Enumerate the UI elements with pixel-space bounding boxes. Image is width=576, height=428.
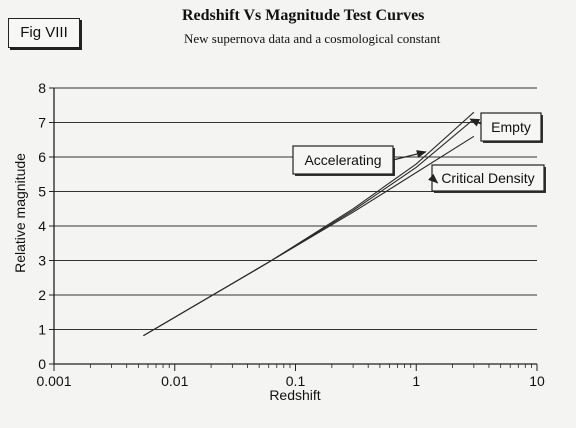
x-tick-label: 0.1	[286, 373, 306, 389]
x-tick-label: 0.001	[36, 373, 71, 389]
annotation-label: Empty	[491, 119, 531, 135]
annotation-label: Critical Density	[441, 170, 534, 186]
annotation-box	[292, 145, 394, 175]
annotation-box	[431, 164, 545, 192]
annotation-label: Accelerating	[304, 152, 381, 168]
y-tick-label: 6	[38, 149, 46, 165]
y-tick-label: 2	[38, 287, 46, 303]
annotation-critical-density: Critical Density	[428, 164, 546, 193]
x-tick-label: 10	[529, 373, 545, 389]
y-tick-label: 1	[38, 322, 46, 338]
annotation-empty: Empty	[469, 112, 543, 143]
axes	[49, 87, 538, 371]
y-tick-label: 8	[38, 80, 46, 96]
y-tick-label: 0	[38, 356, 46, 372]
annotation-box	[480, 112, 542, 142]
chart-title: Redshift Vs Magnitude Test Curves	[182, 7, 425, 24]
y-tick-label: 5	[38, 184, 46, 200]
y-axis-label: Relative magnitude	[12, 153, 28, 273]
x-tick-label: 0.01	[161, 373, 188, 389]
x-axis-label: Redshift	[269, 387, 320, 403]
x-tick-label: 1	[412, 373, 420, 389]
annotation-arrow	[392, 150, 427, 161]
annotations: Empty Accelerating Critical Density	[292, 112, 546, 193]
series-lines	[143, 111, 475, 337]
y-tick-label: 7	[38, 115, 46, 131]
annotation-arrow	[469, 118, 482, 127]
tick-labels: 0 1 2 3 4 5 6 7 8 0.001 0.01 0.1 1 10	[36, 80, 545, 389]
y-tick-label: 3	[38, 253, 46, 269]
chart-subtitle: New supernova data and a cosmological co…	[184, 31, 441, 46]
annotation-arrow	[428, 173, 439, 184]
y-tick-label: 4	[38, 218, 46, 234]
series-line-critical-density	[143, 135, 475, 337]
grid	[54, 87, 537, 330]
figure-label: Fig VIII	[8, 18, 80, 48]
annotation-accelerating: Accelerating	[292, 145, 427, 176]
